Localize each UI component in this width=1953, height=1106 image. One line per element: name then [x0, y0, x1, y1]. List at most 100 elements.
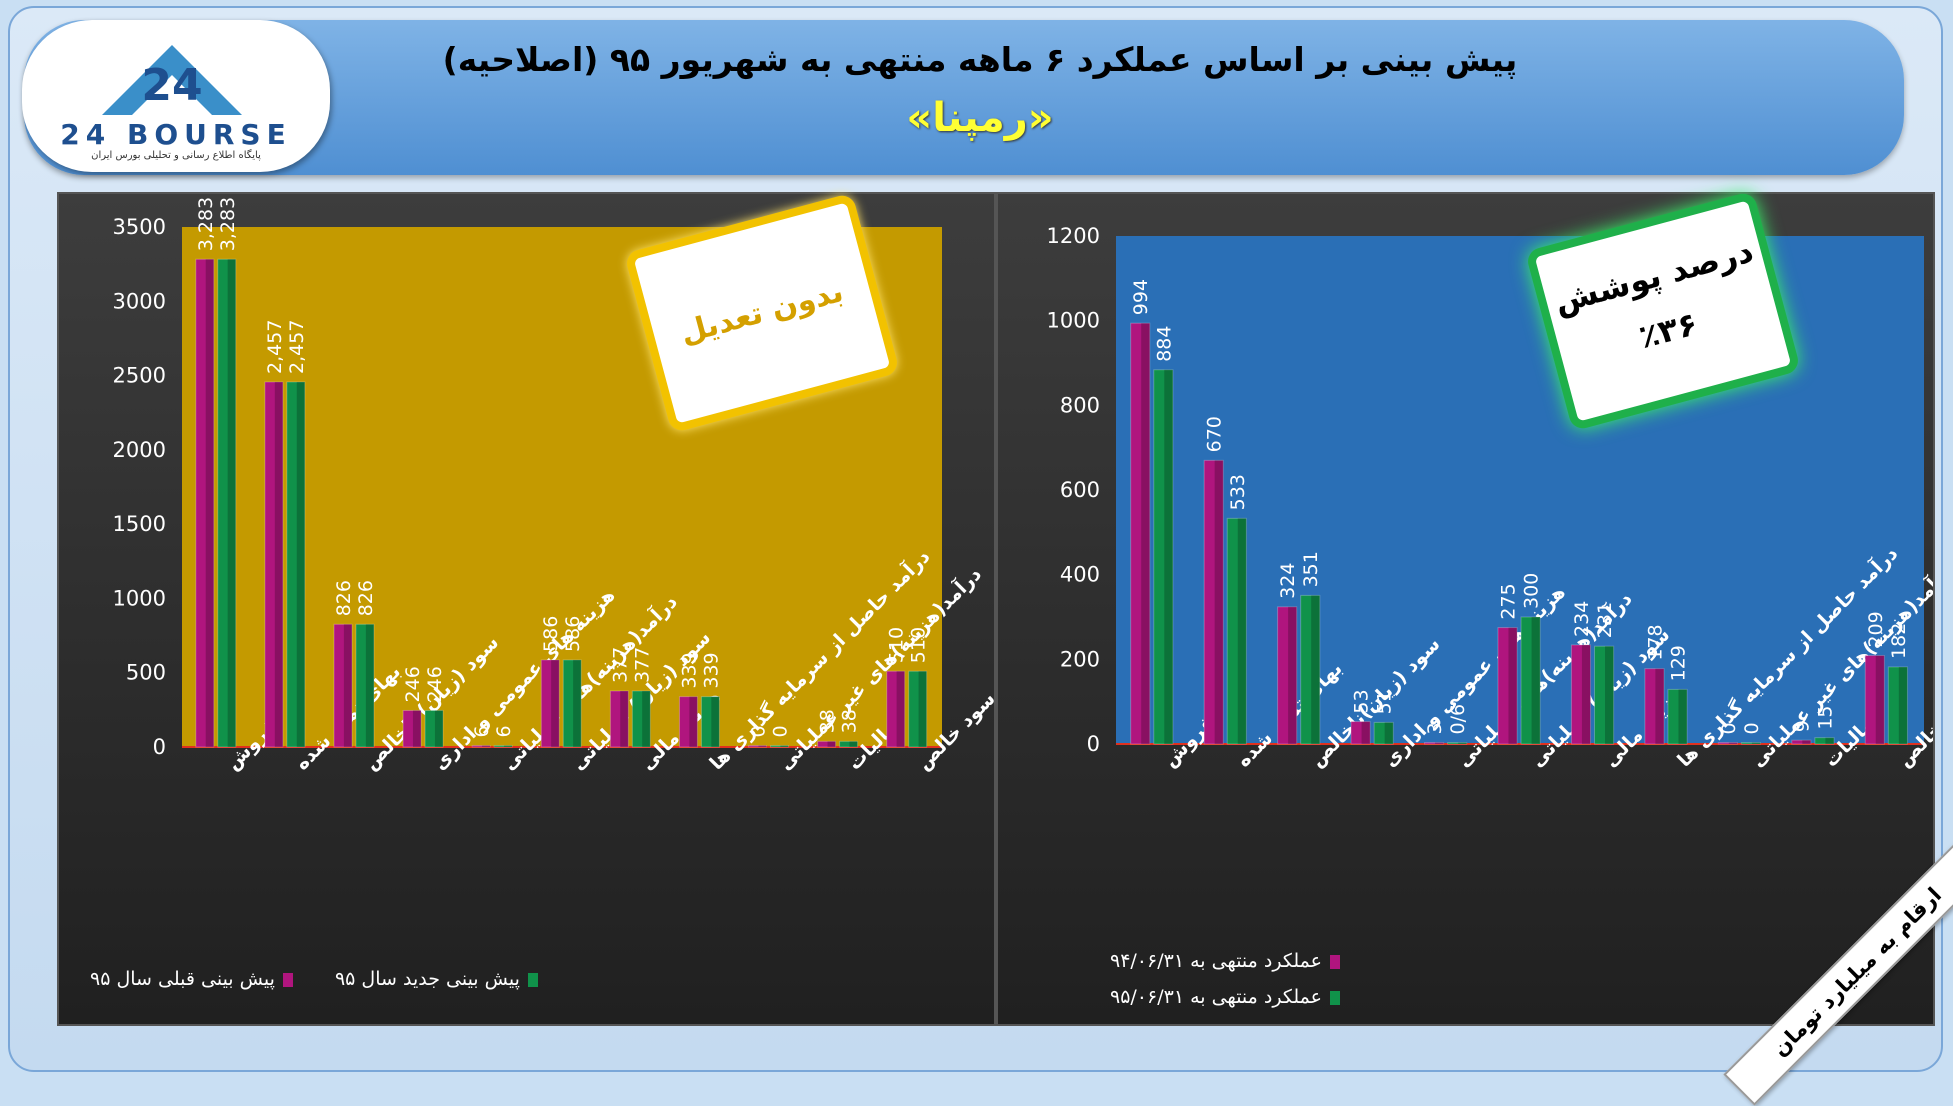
legend-item-previous: پیش بینی قبلی سال ۹۵: [90, 968, 293, 990]
bar-shade: [1751, 742, 1761, 744]
bar: [908, 670, 928, 748]
data-label: 0: [769, 725, 791, 737]
bar: [540, 659, 560, 748]
bar: [424, 709, 444, 748]
bar-shade: [551, 659, 560, 747]
bar: [631, 690, 651, 748]
data-label: 209: [1865, 611, 1887, 647]
bar-shade: [1605, 646, 1614, 744]
data-label: 246: [424, 666, 446, 702]
y-tick-label: 0: [153, 735, 166, 759]
y-tick-label: 3500: [113, 215, 166, 239]
bar-shade: [434, 710, 444, 747]
left-chart-panel: 0 500 1000 1500 2000 2500 3000 3500 3,283 3,283 فر…: [57, 192, 996, 1026]
data-label: 339: [678, 652, 700, 688]
data-label: 994: [1130, 279, 1152, 315]
data-label: 884: [1153, 326, 1175, 362]
bar: [886, 670, 906, 748]
data-label: 51: [1374, 690, 1396, 714]
logo-tagline: پایگاه اطلاع رسانی و تحلیلی بورس ایران: [91, 150, 261, 161]
bar-shade: [482, 745, 491, 747]
data-label: 3,283: [195, 197, 217, 251]
bar: [1740, 742, 1762, 745]
company-name: «رمپنا»: [906, 95, 1054, 141]
bar-shade: [1311, 595, 1320, 744]
data-label: 53: [1351, 689, 1373, 713]
bar-shade: [1581, 644, 1591, 744]
bar-shade: [573, 659, 582, 747]
bar-shade: [412, 710, 422, 747]
bar: [678, 696, 698, 748]
bar: [1300, 594, 1321, 745]
right-chart: 020040060080010001200994884فروش670533بها…: [1047, 224, 1933, 772]
data-label: 3,283: [217, 197, 239, 251]
data-label: 6: [493, 725, 515, 737]
bar: [1570, 644, 1592, 745]
bar-shade: [504, 745, 513, 747]
y-tick-label: 1000: [1047, 309, 1100, 333]
y-tick-label: 3000: [113, 289, 166, 313]
data-label: 129: [1668, 645, 1690, 681]
bar: [1203, 459, 1224, 745]
data-label: 0: [1741, 722, 1763, 734]
data-label: 234: [1571, 601, 1593, 637]
y-tick-label: 2500: [113, 364, 166, 388]
bar: [217, 258, 237, 748]
data-label: 0: [1718, 722, 1740, 734]
bar-shade: [1531, 617, 1541, 744]
data-label: 339: [700, 652, 722, 688]
bar: [493, 745, 513, 748]
right-legend: عملکرد منتهی به ۹۴/۰۶/۳۱ عملکرد منتهی به…: [1110, 950, 1340, 1008]
data-label: 246: [402, 666, 424, 702]
data-label: 826: [333, 580, 355, 616]
svg-text:24: 24: [141, 60, 202, 111]
bar: [1814, 737, 1835, 745]
bar: [1130, 322, 1151, 745]
y-tick-label: 200: [1060, 647, 1100, 671]
logo-wordmark: 24 BOURSE: [60, 118, 292, 151]
bar: [355, 623, 375, 748]
bar-shade: [1655, 668, 1664, 744]
bar: [770, 745, 789, 748]
data-label: 533: [1227, 474, 1249, 510]
bar-shade: [227, 259, 236, 747]
bar-shade: [620, 690, 629, 747]
data-label: 377: [609, 647, 631, 683]
bar-shade: [1214, 460, 1224, 744]
data-label: 826: [355, 580, 377, 616]
logo-mark-icon: 24: [102, 45, 242, 115]
data-label: 38: [817, 709, 839, 733]
bar-shade: [849, 741, 858, 747]
y-tick-label: 600: [1060, 478, 1100, 502]
bar-shade: [896, 671, 905, 747]
bar-shade: [1435, 742, 1444, 744]
data-label: 510: [908, 627, 930, 663]
bar: [1887, 666, 1908, 745]
bar: [264, 381, 284, 748]
y-tick-label: 1200: [1047, 224, 1100, 248]
bar-shade: [1458, 742, 1467, 744]
bar-shade: [1678, 689, 1688, 744]
header-banner: [24, 20, 1904, 175]
right-chart-panel: 0 200 400 600 800 1000 1200 994 884 فروش 670 533 بها…: [996, 192, 1935, 1026]
legend-item-new: پیش بینی جدید سال ۹۵: [335, 968, 538, 990]
bar-shade: [711, 696, 720, 747]
data-label: 182: [1888, 623, 1910, 659]
bar-shade: [1164, 369, 1173, 744]
data-label: 3: [1424, 722, 1446, 734]
bar-shade: [365, 624, 374, 747]
y-tick-label: 400: [1060, 563, 1100, 587]
bar: [1791, 739, 1812, 745]
bar: [700, 696, 720, 748]
data-label: 586: [562, 616, 584, 652]
y-tick-label: 1000: [113, 586, 166, 610]
bar: [402, 709, 422, 748]
bar-shade: [274, 381, 283, 747]
bar: [1447, 742, 1468, 745]
bar: [839, 740, 859, 748]
bar: [1226, 517, 1247, 745]
data-label: 670: [1204, 416, 1226, 452]
y-tick-label: 500: [126, 661, 166, 685]
bar-shade: [296, 381, 305, 747]
